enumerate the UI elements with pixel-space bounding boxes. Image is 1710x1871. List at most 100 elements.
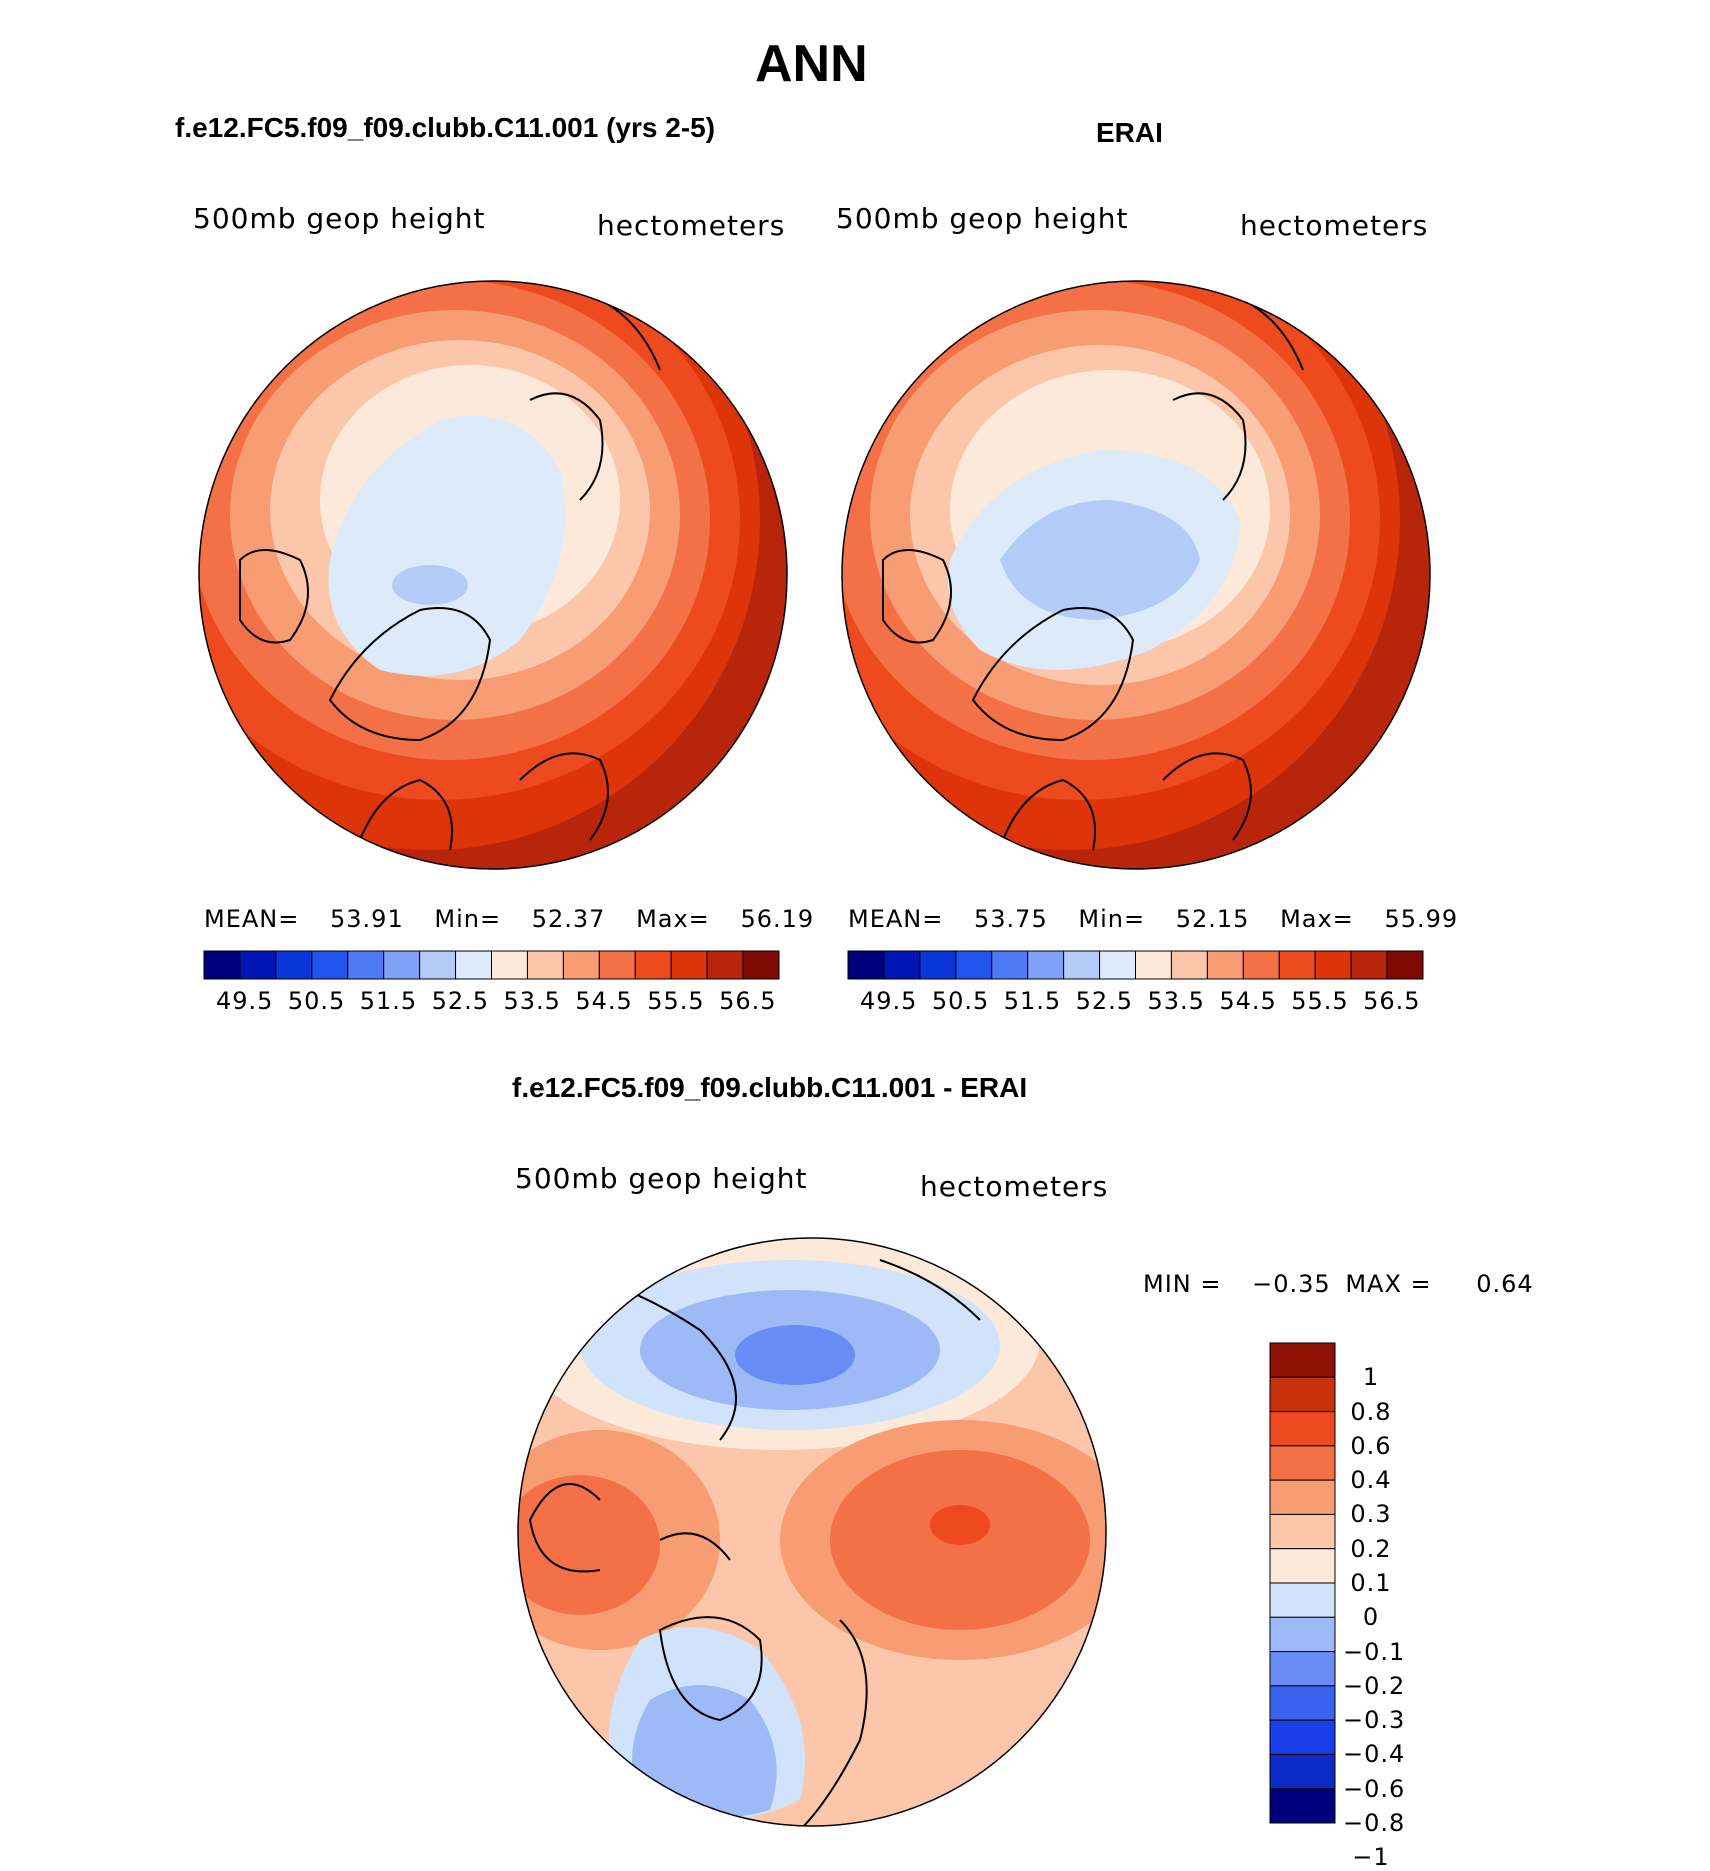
colorbar-tick-label: 50.5 [931,987,990,1015]
colorbar-swatch [1269,1719,1336,1755]
colorbar-swatch [1135,950,1172,980]
colorbar-swatch [526,950,564,980]
units-label-model: hectometers [597,209,786,242]
colorbar-swatch [347,950,385,980]
max-value: 56.19 [740,905,815,933]
colorbar-swatch [670,950,708,980]
colorbar-tick-label: 0.1 [1350,1569,1392,1597]
colorbar-swatch [1269,1479,1336,1515]
map-border-model [198,280,788,870]
min-label: MIN = [1143,1270,1222,1298]
panel-title-model: f.e12.FC5.f09_f09.clubb.C11.001 (yrs 2-5… [175,112,716,143]
colorbar-swatch [1269,1582,1336,1618]
min-value: −0.35 [1252,1270,1331,1298]
colorbar-tick-label: 51.5 [1003,987,1062,1015]
colorbar-swatch [847,950,885,980]
variable-label-obs: 500mb geop height [836,202,1129,235]
colorbar-tick-label: 50.5 [287,987,346,1015]
colorbar-tick-label: 0.2 [1350,1534,1392,1563]
colorbar-swatch [562,950,600,980]
colorbar-swatch [1269,1548,1336,1584]
colorbar-swatch [1099,950,1136,980]
colorbar-swatch [1269,1616,1336,1653]
colorbar-tick-label: 52.5 [1075,987,1133,1015]
colorbar-swatch [1269,1753,1336,1790]
colorbar-tick-label: 0 [1362,1603,1380,1632]
colorbar-tick-label: −0.2 [1343,1671,1406,1700]
colorbar-swatch [239,950,277,980]
colorbar-tick-label: 54.5 [1219,987,1277,1015]
colorbar-swatch [1386,950,1424,980]
colorbar-tick-label: 55.5 [647,987,705,1015]
colorbar-tick-label: −0.6 [1343,1774,1406,1803]
map-border-diff [517,1237,1107,1827]
panel-title-obs: ERAI [1096,117,1163,148]
stats-model: MEAN= 53.91 Min= 52.37 Max= 56.19 [204,905,814,933]
colorbar-swatch [311,950,349,980]
colorbar-tick-label: 56.5 [719,987,777,1015]
colorbar-tick-label: 0.3 [1350,1500,1392,1529]
colorbar-swatch [883,950,921,980]
colorbar-swatch [1063,950,1101,980]
stats-obs: MEAN= 53.75 Min= 52.15 Max= 55.99 [848,905,1458,933]
stats-diff: MIN = −0.35 MAX = 0.64 [1143,1270,1534,1298]
colorbar-swatch [1314,950,1352,980]
map-border-obs [841,280,1431,870]
colorbar-tick-label: −0.8 [1343,1809,1406,1837]
colorbar-swatch [419,950,457,980]
max-label: MAX = [1345,1270,1432,1298]
map-obs [842,281,1430,869]
colorbar-tick-label: 53.5 [1147,987,1205,1015]
colorbar-swatch [1170,950,1208,980]
colorbar-swatch [919,950,957,980]
colorbar-swatch [634,950,672,980]
colorbar-swatch [1350,950,1388,980]
colorbar-swatch [598,950,636,980]
colorbar-swatch [203,950,241,980]
colorbar-swatch [1269,1445,1336,1481]
colorbar-tick-label: 52.5 [431,987,489,1015]
colorbar-tick-label: 49.5 [859,987,918,1015]
units-label-obs: hectometers [1240,209,1429,242]
max-label: Max= [1280,905,1354,933]
colorbar-diff [1269,1342,1336,1824]
units-label-diff: hectometers [920,1170,1109,1203]
colorbar-tick-label: 51.5 [359,987,418,1015]
colorbar-model [203,950,780,980]
colorbar-swatch [1269,1685,1336,1721]
colorbar-swatch [275,950,313,980]
min-label: Min= [1078,905,1146,933]
colorbar-tick-label: 0.8 [1350,1397,1392,1426]
coastlines-diff [528,1259,981,1826]
colorbar-swatch [1242,950,1280,980]
colorbar-tick-label: −1 [1352,1843,1390,1871]
min-value: 52.37 [531,905,606,933]
max-value: 0.64 [1476,1270,1534,1298]
mean-value: 53.75 [974,905,1048,933]
colorbar-swatch [1269,1651,1336,1687]
colorbar-swatch [1269,1342,1336,1378]
variable-label-diff: 500mb geop height [515,1162,808,1195]
colorbar-swatch [455,950,492,980]
colorbar-swatch [742,950,780,980]
colorbar-tick-label: 0.4 [1350,1466,1392,1495]
max-label: Max= [636,905,710,933]
colorbar-tick-label: −0.4 [1343,1740,1406,1769]
colorbar-swatch [1269,1513,1336,1550]
colorbar-tick-label: 49.5 [215,987,274,1015]
colorbar-tick-label: 0.6 [1350,1431,1392,1460]
colorbar-tick-label: −0.3 [1343,1706,1406,1735]
page-title: ANN [755,35,868,93]
colorbar-tick-label: 53.5 [503,987,561,1015]
colorbar-tick-label: 1 [1362,1363,1380,1392]
colorbar-swatch [955,950,993,980]
colorbar-swatch [1027,950,1065,980]
colorbar-swatch [1269,1788,1336,1824]
colorbar-swatch [991,950,1029,980]
colorbar-swatch [706,950,744,980]
map-diff [518,1238,1106,1826]
colorbar-tick-label: 54.5 [575,987,633,1015]
colorbar-swatch [1278,950,1316,980]
colorbar-swatch [1269,1411,1336,1447]
